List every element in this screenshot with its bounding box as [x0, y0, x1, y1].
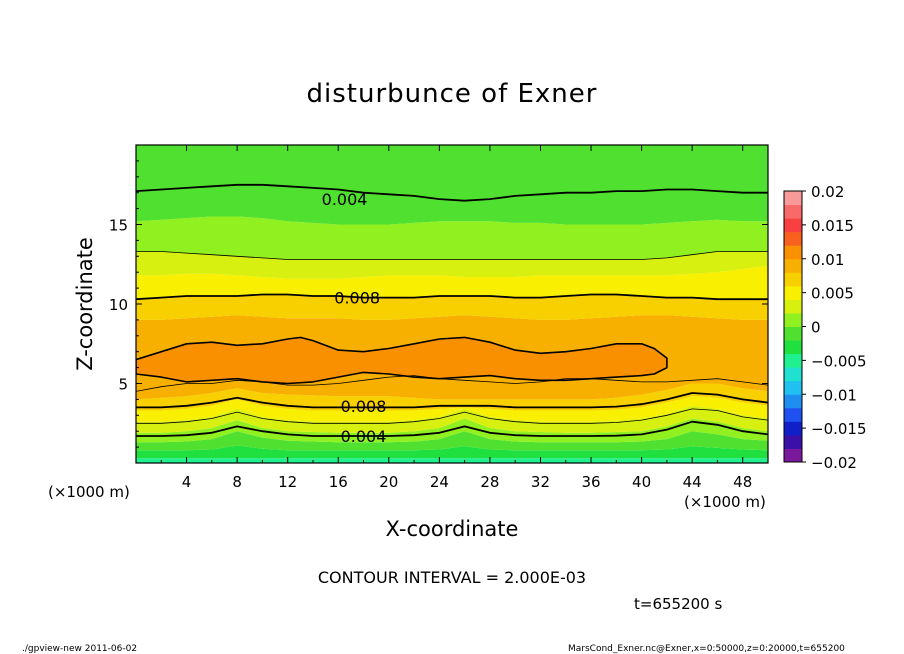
colorbar-swatch-2 — [784, 421, 802, 436]
colorbar-swatch-11 — [784, 299, 802, 314]
contour-label-1: 0.008 — [334, 289, 380, 308]
band-core — [136, 336, 668, 385]
x-axis-ticks: 4 8 12 16 20 24 28 32 36 40 44 48 — [160, 145, 752, 491]
contour-line-3 — [136, 375, 768, 392]
colorbar-swatch-15 — [784, 245, 802, 260]
colorbar-swatch-6 — [784, 367, 802, 382]
band-6 — [136, 383, 768, 411]
band-2 — [136, 431, 768, 451]
contour-label-0: 0.004 — [322, 190, 368, 209]
colorbar-tick-label-3: 0.005 — [811, 285, 854, 303]
colorbar-swatch-5 — [784, 380, 802, 395]
colorbar-swatch-13 — [784, 272, 802, 287]
x-tick-label-10: 44 — [683, 473, 702, 491]
band-8 — [136, 294, 768, 320]
colorbar-swatch-17 — [784, 218, 802, 233]
colorbar-swatch-10 — [784, 312, 802, 327]
contour-label-3: 0.004 — [341, 427, 387, 446]
footer-left: ./gpview-new 2011-06-02 — [22, 644, 137, 654]
colorbar-tick-label-5: −0.005 — [811, 352, 867, 370]
band-11 — [136, 216, 768, 260]
colorbar-swatch-7 — [784, 353, 802, 368]
colorbar-swatch-3 — [784, 407, 802, 422]
contour-lines — [136, 183, 768, 437]
band-5 — [136, 396, 768, 422]
colorbar-swatch-18 — [784, 204, 802, 219]
colorbar-swatch-12 — [784, 285, 802, 300]
x-unit-right: (×1000 m) — [684, 493, 766, 511]
colorbar-tick-label-1: 0.015 — [811, 217, 854, 235]
x-tick-label-1: 8 — [232, 473, 242, 491]
colorbar-swatch-19 — [784, 191, 802, 206]
band-4 — [136, 405, 768, 433]
contour-line-4 — [136, 293, 768, 301]
band-0 — [136, 458, 768, 463]
x-tick-label-4: 20 — [379, 473, 398, 491]
x-tick-label-5: 24 — [430, 473, 449, 491]
x-tick-label-6: 28 — [480, 473, 499, 491]
contour-line-2 — [136, 392, 768, 409]
contour-line-5 — [136, 251, 768, 260]
x-tick-label-0: 4 — [182, 473, 192, 491]
colorbar-swatch-0 — [784, 448, 802, 463]
y-tick-label-2: 15 — [109, 217, 128, 235]
contour-label-2: 0.008 — [341, 397, 387, 416]
contour-line-1 — [136, 408, 768, 424]
x-tick-label-8: 36 — [581, 473, 600, 491]
colorbar-tick-label-7: −0.015 — [811, 420, 867, 438]
y-tick-label-1: 10 — [109, 296, 128, 314]
y-tick-label-0: 5 — [118, 376, 128, 394]
colorbar-swatch-9 — [784, 326, 802, 341]
colorbar-swatch-1 — [784, 434, 802, 449]
colorbar-tick-label-0: 0.02 — [811, 183, 844, 201]
y-axis-label: Z-coordinate — [73, 237, 97, 371]
colorbar-swatch-4 — [784, 394, 802, 409]
colorbar-swatch-16 — [784, 231, 802, 246]
colorbar-tick-label-4: 0 — [811, 319, 821, 337]
colorbar-swatch-8 — [784, 340, 802, 355]
x-tick-label-7: 32 — [531, 473, 550, 491]
contour-interval-label: CONTOUR INTERVAL = 2.000E-03 — [318, 568, 586, 587]
chart-title: disturbunce of Exner — [307, 79, 598, 109]
colorbar-swatch-14 — [784, 258, 802, 273]
time-label: t=655200 s — [634, 595, 722, 613]
colorbar: 0.02 0.015 0.01 0.005 0 −0.005 −0.01 −0.015 −0.0… — [783, 183, 867, 472]
band-9 — [136, 265, 768, 300]
x-unit-left: (×1000 m) — [48, 483, 130, 501]
x-tick-label-2: 12 — [278, 473, 297, 491]
contour-line-6 — [136, 183, 768, 202]
colorbar-tick-label-8: −0.02 — [811, 454, 857, 472]
colorbar-tick-label-6: −0.01 — [811, 386, 857, 404]
filled-bands — [136, 145, 768, 463]
band-1 — [136, 445, 768, 459]
x-tick-label-9: 40 — [632, 473, 651, 491]
footer-right: MarsCond_Exner.nc@Exner,x=0:50000,z=0:20… — [568, 644, 845, 654]
contour-labels: 0.004 0.008 0.008 0.004 — [322, 190, 387, 446]
x-axis-label: X-coordinate — [386, 517, 519, 541]
colorbar-tick-label-2: 0.01 — [811, 251, 844, 269]
band-10 — [136, 251, 768, 279]
y-axis-ticks: 5 10 15 — [109, 160, 768, 448]
x-tick-label-11: 48 — [733, 473, 752, 491]
contour-line-0 — [136, 420, 768, 437]
x-tick-label-3: 16 — [329, 473, 348, 491]
band-12 — [136, 145, 768, 225]
